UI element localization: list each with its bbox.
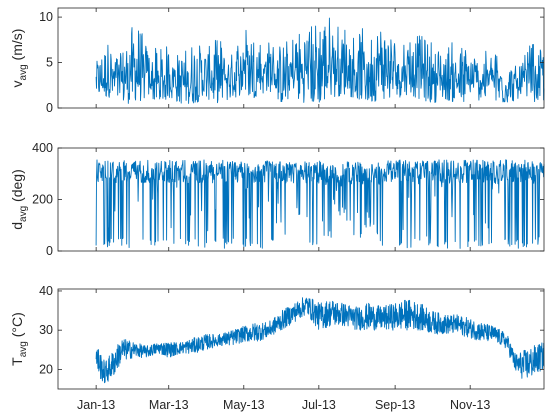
y-tick-label: 30 xyxy=(39,323,53,337)
series-line xyxy=(95,297,545,384)
x-tick-label: Jan-13 xyxy=(77,398,115,412)
y-axis-label: Tavg (°C) xyxy=(9,312,29,366)
y-tick-label: 400 xyxy=(32,141,53,155)
wind-speed-panel: 0 5 10 vavg (m/s) xyxy=(9,7,545,115)
x-tick-label: May-13 xyxy=(223,398,265,412)
x-tick-label: Sep-13 xyxy=(375,398,415,412)
x-tick-label: Nov-13 xyxy=(450,398,490,412)
y-tick-label: 20 xyxy=(39,362,53,376)
y-tick-label: 0 xyxy=(46,101,53,115)
x-tick-label: Jul-13 xyxy=(302,398,336,412)
temperature-panel: 20 30 40 Jan-13 Mar-13 May-13 Jul-13 Sep-13 Nov-… xyxy=(9,284,545,412)
series-line xyxy=(95,17,545,104)
y-tick-label: 40 xyxy=(39,284,53,298)
y-tick-label: 200 xyxy=(32,193,53,207)
x-tick-label: Mar-13 xyxy=(149,398,189,412)
y-tick-label: 10 xyxy=(39,10,53,24)
series-line xyxy=(95,159,545,249)
y-tick-label: 0 xyxy=(46,244,53,258)
axes-frame xyxy=(57,7,545,109)
y-tick-label: 5 xyxy=(46,56,53,70)
y-axis-label: davg (deg) xyxy=(9,169,29,230)
y-axis-label: vavg (m/s) xyxy=(9,29,29,88)
axes-frame xyxy=(57,288,545,390)
